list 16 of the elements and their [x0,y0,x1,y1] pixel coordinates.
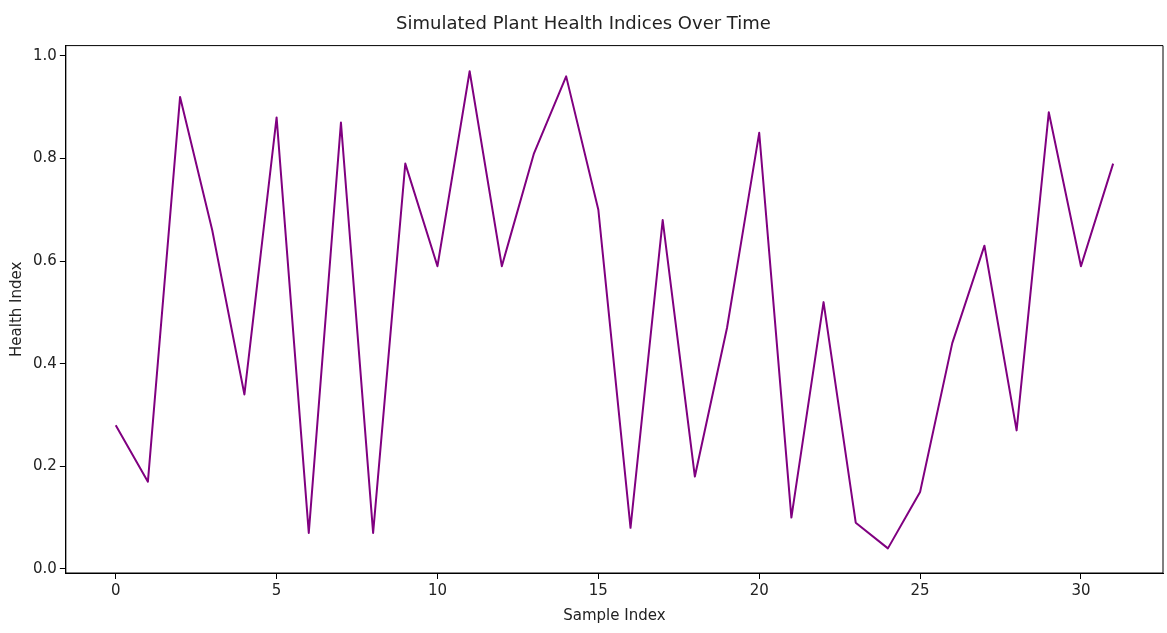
y-tick-label: 0.0 [33,558,57,577]
y-tick-label: 1.0 [33,45,57,64]
y-axis-title: Health Index [6,261,25,357]
x-tick-label: 5 [271,580,282,599]
x-tick-label: 0 [110,580,121,599]
x-tick-label: 10 [427,580,448,599]
x-tick-label: 15 [588,580,608,599]
x-tick-label: 25 [910,580,930,599]
y-tick-label: 0.4 [33,353,57,372]
x-axis-title: Sample Index [563,605,666,624]
y-tick-label: 0.8 [33,148,57,167]
x-tick-label: 30 [1071,580,1091,599]
x-tick-label: 20 [749,580,769,599]
chart-title: Simulated Plant Health Indices Over Time [396,12,771,34]
y-tick-label: 0.6 [33,250,57,269]
y-tick-label: 0.2 [33,456,57,475]
